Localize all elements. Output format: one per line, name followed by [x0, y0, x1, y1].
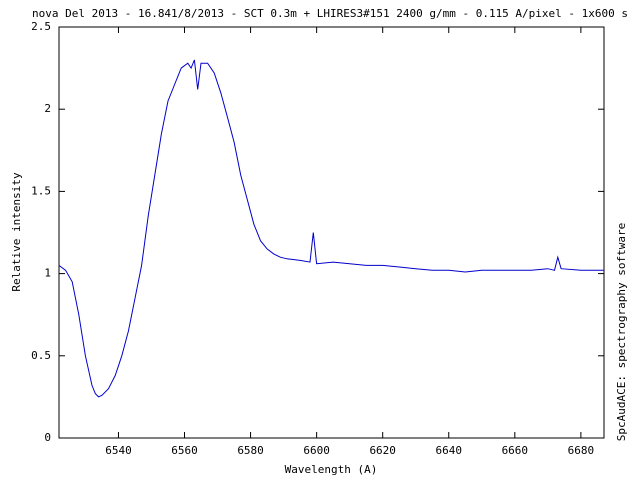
x-tick-label: 6580	[237, 444, 264, 457]
chart-title: nova Del 2013 - 16.841/8/2013 - SCT 0.3m…	[32, 7, 628, 20]
x-axis-label: Wavelength (A)	[285, 463, 378, 476]
plot-frame	[58, 26, 605, 439]
y-tick-label: 2.5	[31, 20, 51, 33]
y-tick-label: 1.5	[31, 184, 51, 197]
x-tick-label: 6600	[303, 444, 330, 457]
y-axis-label: Relative intensity	[10, 172, 23, 292]
x-tick-label: 6680	[568, 444, 595, 457]
y-tick-label: 0	[44, 431, 51, 444]
y-tick-label: 0.5	[31, 349, 51, 362]
side-label: SpcAudACE: spectrography software	[615, 223, 628, 442]
x-tick-label: 6540	[105, 444, 132, 457]
x-tick-label: 6640	[436, 444, 463, 457]
x-tick-label: 6620	[369, 444, 396, 457]
spectrum-line	[58, 59, 604, 398]
y-tick-label: 1	[44, 267, 51, 280]
y-tick-label: 2	[44, 102, 51, 115]
x-tick-label: 6660	[502, 444, 529, 457]
x-tick-label: 6560	[171, 444, 198, 457]
